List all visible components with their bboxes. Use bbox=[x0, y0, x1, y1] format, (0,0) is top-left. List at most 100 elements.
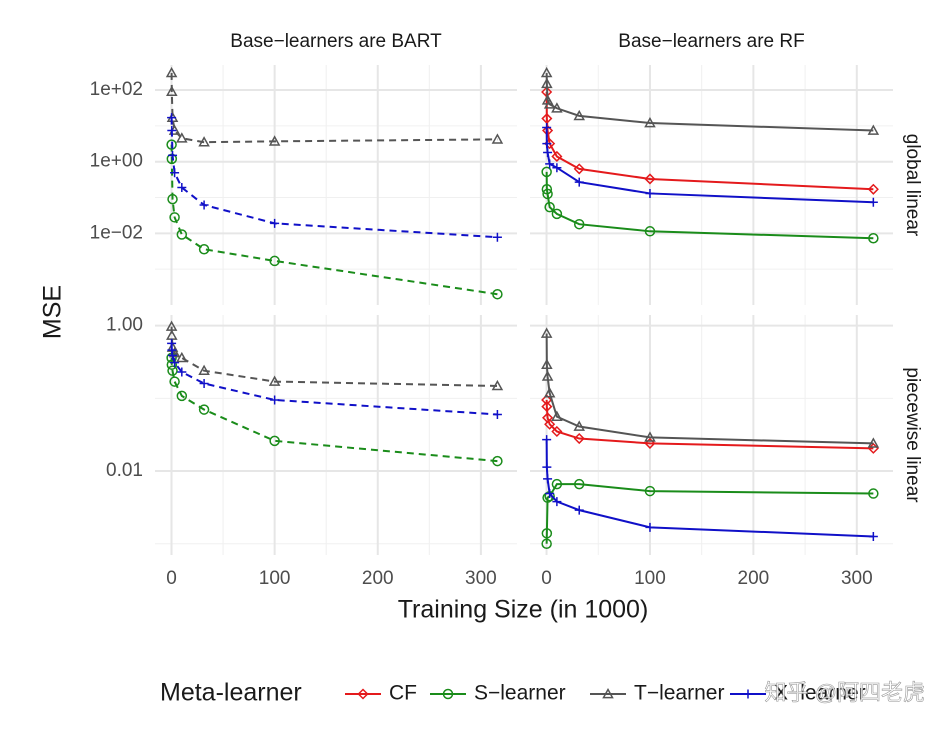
marker bbox=[170, 358, 180, 368]
marker bbox=[169, 212, 180, 223]
marker bbox=[644, 116, 656, 128]
marker bbox=[167, 113, 177, 123]
marker bbox=[541, 528, 553, 539]
marker bbox=[644, 226, 656, 237]
marker bbox=[541, 538, 552, 549]
series-line bbox=[545, 127, 874, 204]
marker bbox=[645, 188, 655, 198]
y-tick-label: 0.01 bbox=[106, 460, 143, 481]
series-line bbox=[170, 72, 498, 144]
y-tick-label: 1e+02 bbox=[90, 79, 143, 100]
marker bbox=[170, 168, 180, 178]
marker bbox=[541, 394, 553, 406]
marker bbox=[166, 85, 178, 97]
x-axis-title: Training Size (in 1000) bbox=[398, 596, 649, 624]
marker bbox=[543, 474, 553, 484]
legend-marker bbox=[442, 688, 454, 700]
column-strip: Base−learners are BART bbox=[230, 31, 442, 52]
marker bbox=[169, 376, 180, 387]
marker bbox=[165, 66, 178, 78]
marker bbox=[198, 404, 210, 415]
marker bbox=[176, 229, 188, 240]
marker bbox=[644, 437, 656, 449]
x-tick-label: 0 bbox=[166, 568, 177, 589]
marker bbox=[540, 66, 553, 78]
marker bbox=[551, 425, 563, 438]
row-strip: global linear bbox=[902, 134, 923, 237]
marker bbox=[573, 432, 585, 445]
marker bbox=[574, 505, 584, 515]
marker bbox=[167, 193, 178, 205]
marker bbox=[177, 367, 187, 377]
marker bbox=[268, 375, 281, 386]
legend-title: Meta-learner bbox=[160, 679, 302, 707]
marker bbox=[166, 139, 177, 150]
marker bbox=[552, 497, 562, 507]
marker bbox=[545, 489, 555, 499]
marker bbox=[542, 462, 552, 472]
marker bbox=[269, 435, 280, 447]
marker bbox=[176, 351, 188, 363]
marker bbox=[573, 420, 586, 431]
series-line bbox=[170, 144, 498, 296]
marker bbox=[867, 124, 880, 135]
marker bbox=[541, 184, 553, 195]
marker bbox=[270, 218, 280, 228]
watermark: 知乎 @阿四老虎 bbox=[765, 680, 925, 705]
marker bbox=[492, 288, 503, 300]
marker bbox=[544, 418, 556, 430]
legend-label: S−learner bbox=[474, 682, 566, 705]
marker bbox=[573, 478, 585, 490]
marker bbox=[168, 350, 178, 360]
series-line bbox=[545, 483, 874, 544]
series-line bbox=[545, 439, 874, 538]
marker bbox=[541, 370, 554, 381]
marker bbox=[268, 135, 281, 146]
marker bbox=[540, 327, 553, 338]
marker bbox=[492, 232, 502, 242]
marker bbox=[198, 364, 210, 376]
marker bbox=[491, 133, 504, 144]
marker bbox=[198, 136, 210, 147]
marker bbox=[868, 531, 878, 541]
marker bbox=[867, 183, 879, 195]
marker bbox=[542, 435, 552, 445]
marker bbox=[176, 132, 188, 143]
legend-marker bbox=[602, 687, 614, 699]
marker bbox=[541, 77, 553, 89]
marker bbox=[543, 148, 553, 158]
marker bbox=[551, 208, 563, 220]
marker bbox=[542, 188, 553, 200]
marker bbox=[545, 159, 555, 169]
marker bbox=[542, 123, 552, 133]
marker bbox=[541, 358, 553, 370]
marker bbox=[199, 378, 209, 388]
marker bbox=[868, 488, 879, 499]
marker bbox=[544, 201, 555, 213]
y-tick-label: 1e−02 bbox=[90, 222, 143, 243]
marker bbox=[543, 98, 556, 109]
legend-label: T−learner bbox=[634, 682, 724, 705]
marker bbox=[551, 150, 563, 163]
x-tick-label: 200 bbox=[362, 568, 394, 589]
marker bbox=[645, 522, 655, 532]
marker bbox=[867, 437, 880, 448]
marker bbox=[269, 255, 280, 267]
marker bbox=[544, 491, 555, 502]
legend-label: CF bbox=[389, 682, 417, 705]
y-tick-label: 1.00 bbox=[106, 315, 143, 336]
marker bbox=[491, 379, 504, 391]
marker bbox=[270, 395, 280, 405]
marker bbox=[868, 233, 879, 244]
marker bbox=[551, 478, 563, 490]
marker bbox=[644, 485, 656, 497]
marker bbox=[492, 455, 503, 467]
legend-marker bbox=[357, 688, 369, 700]
x-tick-label: 0 bbox=[541, 568, 552, 589]
series-line bbox=[545, 92, 874, 191]
marker bbox=[168, 150, 178, 160]
marker bbox=[177, 183, 187, 193]
row-strip: piecewise linear bbox=[902, 367, 923, 503]
y-tick-label: 1e+00 bbox=[90, 151, 143, 172]
